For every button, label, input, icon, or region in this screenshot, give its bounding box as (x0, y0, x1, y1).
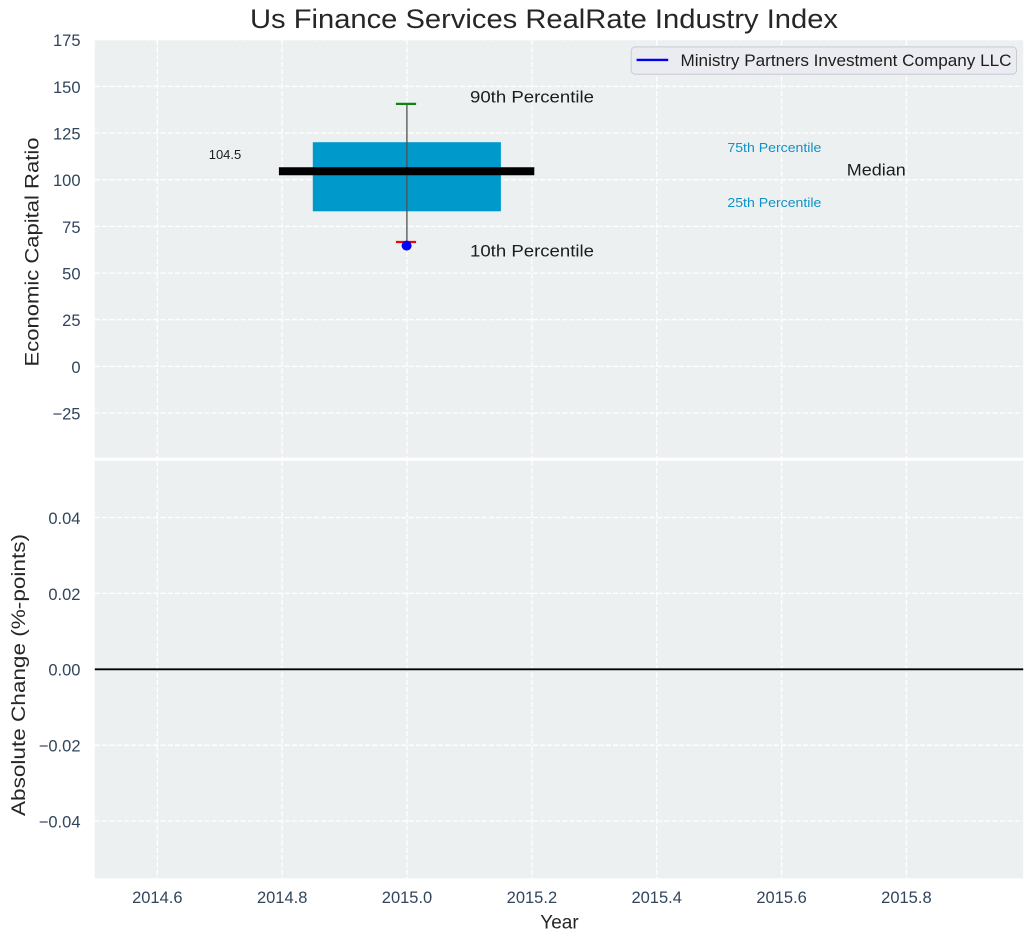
svg-text:2015.4: 2015.4 (631, 889, 681, 907)
svg-text:2015.8: 2015.8 (881, 889, 931, 907)
svg-text:Us Finance Services RealRate I: Us Finance Services RealRate Industry In… (250, 4, 839, 34)
svg-text:Ministry Partners Investment C: Ministry Partners Investment Company LLC (681, 52, 1012, 70)
svg-text:2015.6: 2015.6 (756, 889, 806, 907)
svg-text:Economic Capital Ratio: Economic Capital Ratio (23, 138, 44, 367)
svg-text:75th Percentile: 75th Percentile (727, 140, 821, 155)
svg-text:25: 25 (62, 312, 80, 330)
svg-text:2014.8: 2014.8 (257, 889, 307, 907)
svg-text:75: 75 (62, 219, 80, 237)
svg-text:0.02: 0.02 (48, 586, 80, 604)
svg-text:2015.2: 2015.2 (507, 889, 557, 907)
svg-text:100: 100 (53, 172, 81, 190)
svg-text:0: 0 (71, 359, 80, 377)
svg-text:0.04: 0.04 (48, 510, 80, 528)
svg-text:−0.02: −0.02 (39, 738, 81, 756)
svg-text:150: 150 (53, 79, 81, 97)
svg-text:25th Percentile: 25th Percentile (727, 195, 821, 210)
svg-text:175: 175 (53, 32, 81, 50)
svg-text:Median: Median (847, 161, 906, 180)
svg-text:125: 125 (53, 125, 81, 143)
svg-text:−25: −25 (53, 405, 81, 423)
svg-text:Absolute Change (%-points): Absolute Change (%-points) (9, 534, 30, 816)
svg-text:10th Percentile: 10th Percentile (470, 241, 594, 260)
svg-text:Year: Year (540, 913, 579, 934)
svg-text:2014.6: 2014.6 (132, 889, 182, 907)
svg-text:0.00: 0.00 (48, 662, 80, 680)
svg-text:104.5: 104.5 (209, 147, 242, 162)
svg-text:50: 50 (62, 265, 80, 283)
svg-text:2015.0: 2015.0 (382, 889, 432, 907)
svg-text:−0.04: −0.04 (39, 813, 81, 831)
svg-text:90th Percentile: 90th Percentile (470, 87, 594, 106)
